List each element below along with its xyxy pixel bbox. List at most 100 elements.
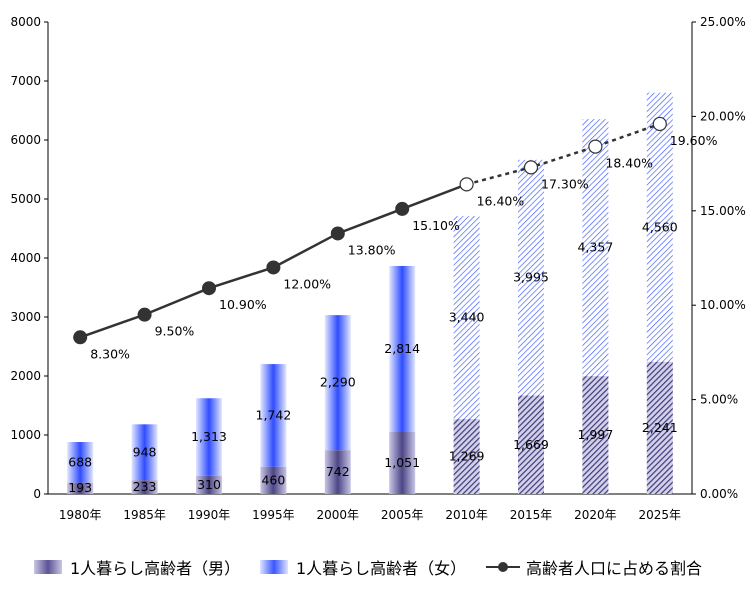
y-left-tick-label: 2000 [10,369,41,383]
data-label-male: 193 [68,480,92,495]
legend-swatch-ratio [486,560,520,574]
data-label-female: 1,742 [256,407,292,422]
y-left-tick-label: 7000 [10,74,41,88]
data-label-male: 310 [197,477,221,492]
y-left-tick-label: 0 [33,487,41,501]
y-left-tick-label: 3000 [10,310,41,324]
ratio-point [73,330,88,345]
x-tick-label: 2000年 [317,508,360,522]
legend: 1人暮らし高齢者（男） 1人暮らし高齢者（女） 高齢者人口に占める割合 [30,552,745,582]
ratio-label: 19.60% [670,133,718,148]
bar-male [324,450,351,494]
y-right-tick-label: 0.00% [700,487,738,501]
x-tick-label: 1980年 [59,508,102,522]
bar-male [582,376,609,494]
data-label-female: 1,313 [191,429,227,444]
ratio-label: 16.40% [477,193,525,208]
legend-label-ratio: 高齢者人口に占める割合 [526,559,703,578]
x-tick-label: 1995年 [252,508,295,522]
bar-female [131,424,158,481]
y-right-tick-label: 15.00% [700,204,746,218]
ratio-line-projected [466,122,661,186]
bar-male [453,419,480,494]
data-label-female: 2,290 [320,375,356,390]
bar-female [582,119,609,377]
x-tick-label: 2015年 [510,508,553,522]
ratio-point [266,260,281,275]
bar-male [131,480,158,494]
ratio-point [459,177,474,192]
y-left-tick-label: 1000 [10,428,41,442]
data-label-male: 2,241 [642,420,678,435]
y-left-tick-label: 5000 [10,192,41,206]
y-right-tick-label: 10.00% [700,298,746,312]
bar-female [324,315,351,451]
legend-item-ratio: 高齢者人口に占める割合 [486,552,702,582]
ratio-point [523,160,539,175]
ratio-label: 13.80% [348,242,396,257]
data-label-female: 948 [133,444,157,459]
data-label-male: 233 [133,479,157,494]
bar-male [389,431,416,494]
y-right-tick-label: 25.00% [700,15,746,29]
ratio-label: 12.00% [283,276,331,291]
data-label-male: 1,997 [578,427,614,442]
legend-label-male: 1人暮らし高齢者（男） [70,559,241,578]
x-tick-label: 2010年 [445,508,488,522]
bar-female [389,265,416,432]
data-labels: 688 193 948 233 1,313 310 1,742 460 2,290 742 2,81… [68,219,677,495]
data-label-female: 3,440 [449,310,485,325]
bar-male [518,395,544,494]
ratio-point [652,116,667,132]
data-label-male: 742 [326,464,350,479]
legend-swatch-female [260,560,288,574]
data-label-male: 1,269 [449,449,485,464]
legend-item-male: 1人暮らし高齢者（男） [34,552,240,582]
bar-female [518,159,544,396]
bar-female [646,92,673,362]
data-label-female: 2,814 [384,341,420,356]
data-label-female: 3,995 [513,270,549,285]
ratio-label: 8.30% [90,346,130,361]
y-left-tick-label: 4000 [10,251,41,265]
ratio-point [330,226,345,241]
ratio-label: 18.40% [605,156,653,171]
bar-male [646,361,673,494]
ratio-label: 15.10% [412,218,460,233]
x-tick-label: 2020年 [574,508,617,522]
bar-female [453,216,480,420]
y-left-tick-label: 8000 [10,15,41,29]
y-right-tick-label: 5.00% [700,393,738,407]
legend-item-female: 1人暮らし高齢者（女） [260,552,466,582]
data-label-male: 1,051 [384,455,420,470]
ratio-label: 9.50% [155,324,195,339]
bar-female [260,364,287,467]
bars [67,92,673,494]
ratio-label: 17.30% [541,176,589,191]
legend-label-female: 1人暮らし高齢者（女） [296,559,467,578]
bar-male [196,475,222,494]
axes: 0 1000 2000 3000 4000 5000 6000 7000 8000 0.00% 5.… [10,15,745,522]
data-label-female: 4,357 [578,240,614,255]
x-tick-label: 1990年 [188,508,231,522]
ratio-point [202,281,216,296]
y-right-tick-label: 20.00% [700,109,746,123]
data-label-male: 460 [261,472,285,487]
ratio-point [588,139,603,154]
data-label-female: 4,560 [642,219,678,234]
y-left-tick-label: 6000 [10,133,41,147]
legend-swatch-male [34,560,62,574]
ratio-point [137,307,152,322]
data-label-male: 1,669 [513,437,549,452]
bar-female [67,442,94,483]
chart: 0 1000 2000 3000 4000 5000 6000 7000 8000 0.00% 5.… [10,15,745,522]
x-tick-label: 1985年 [123,508,166,522]
bar-male [260,466,287,494]
bar-male [67,482,94,494]
ratio-label: 10.90% [219,297,267,312]
bar-female [196,398,222,476]
x-tick-label: 2005年 [381,508,424,522]
ratio-line: 8.30% 9.50% 10.90% 12.00% 13.80% 15.10% 16.40%… [73,116,718,361]
data-label-female: 688 [68,454,92,469]
ratio-point [395,201,410,216]
